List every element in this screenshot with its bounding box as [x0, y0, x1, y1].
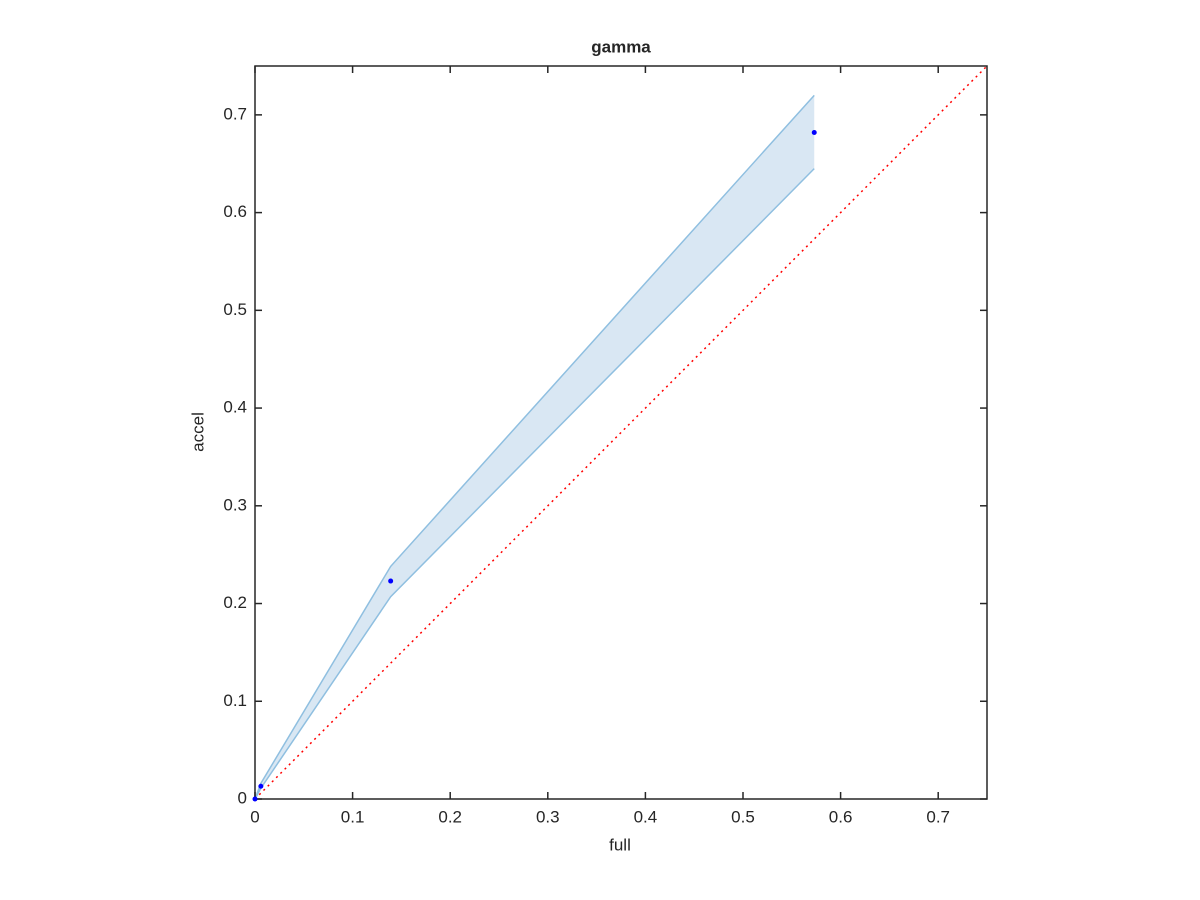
data-point: [252, 796, 258, 802]
x-tick-label: 0.1: [341, 807, 365, 826]
data-point: [258, 783, 264, 789]
x-tick-label: 0.2: [438, 807, 462, 826]
y-tick-label: 0: [238, 788, 247, 807]
y-tick-label: 0.6: [223, 202, 247, 221]
confidence-band: [255, 95, 815, 799]
y-tick-label: 0.3: [223, 495, 247, 514]
y-tick-label: 0.1: [223, 691, 247, 710]
x-tick-label: 0.5: [731, 807, 755, 826]
chart-title: gamma: [591, 37, 651, 56]
band-edge: [254, 168, 815, 800]
y-axis-label: accel: [188, 412, 207, 452]
x-tick-label: 0.3: [536, 807, 560, 826]
y-tick-label: 0.2: [223, 593, 247, 612]
plot-frame: [254, 65, 988, 800]
y-tick-label: 0.7: [223, 104, 247, 123]
reference-line: [254, 65, 988, 800]
y-tick-label: 0.4: [223, 398, 247, 417]
data-point: [388, 578, 394, 584]
x-tick-label: 0.4: [634, 807, 658, 826]
band-edge: [254, 94, 815, 800]
x-tick-label: 0: [250, 807, 259, 826]
y-tick-label: 0.5: [223, 300, 247, 319]
x-tick-label: 0.7: [926, 807, 950, 826]
x-tick-label: 0.6: [829, 807, 853, 826]
x-axis-label: full: [609, 835, 631, 854]
data-point: [811, 129, 817, 135]
